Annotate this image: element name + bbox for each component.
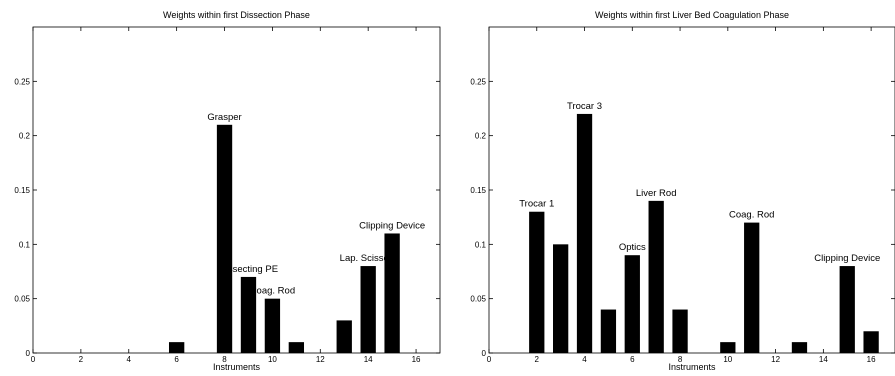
y-tick-label: 0.05 (14, 295, 30, 304)
x-tick-label: 2 (535, 355, 540, 364)
x-tick-label: 4 (127, 355, 132, 364)
bar-annotation: Optics (619, 242, 646, 253)
x-tick-label: 2 (79, 355, 84, 364)
x-tick-label: 14 (819, 355, 828, 364)
bar-instrument-13 (336, 320, 352, 353)
plot-frame (32, 26, 441, 354)
bar-annotation: Clipping Device (814, 253, 880, 264)
x-tick-label: 0 (487, 355, 492, 364)
y-tick-label: 0.2 (19, 132, 31, 141)
bar-instrument-3 (553, 244, 569, 353)
bar-annotation: Trocar 1 (519, 199, 554, 210)
y-tick-label: 0.1 (19, 240, 31, 249)
chart-panel-2: Weights within first Liver Bed Coagulati… (470, 10, 895, 372)
y-tick-label: 0 (26, 349, 31, 358)
y-tick-label: 0.15 (14, 186, 30, 195)
y-tick-label: 0.05 (470, 295, 486, 304)
y-tick-label: 0.2 (475, 132, 487, 141)
x-tick-label: 6 (630, 355, 635, 364)
x-tick-label: 16 (867, 355, 876, 364)
x-tick-label: 12 (771, 355, 780, 364)
x-tick-label: 4 (582, 355, 587, 364)
y-tick-label: 0.15 (470, 186, 486, 195)
bar-instrument-15 (839, 266, 855, 353)
chart-panel-1: Weights within first Dissection Phase 0 0.… (14, 10, 441, 372)
x-tick-label: 10 (723, 355, 732, 364)
x-tick-label: 10 (268, 355, 277, 364)
y-tick-label: 0.1 (475, 240, 487, 249)
bar-instrument-9 (240, 276, 257, 353)
y-tick-label: 0 (482, 349, 487, 358)
bar-instrument-11 (744, 222, 760, 353)
x-tick-label: 12 (316, 355, 325, 364)
plot-frame (488, 26, 895, 354)
bar-annotation: Coag. Rod (250, 286, 295, 297)
bar-annotation: Trocar 3 (567, 101, 602, 112)
bar-instrument-7 (648, 200, 664, 353)
x-tick-label: 6 (174, 355, 179, 364)
bar-instrument-5 (600, 309, 617, 353)
x-tick-label: 8 (222, 355, 227, 364)
x-axis-label: Instruments (213, 362, 261, 372)
bar-instrument-6 (168, 342, 185, 353)
x-tick-label: 0 (31, 355, 36, 364)
bar-instrument-4 (576, 113, 593, 353)
y-tick-label: 0.25 (470, 77, 486, 86)
bar-instrument-11 (288, 342, 305, 353)
bar-instrument-2 (529, 211, 545, 353)
bar-instrument-10 (720, 342, 736, 353)
bar-annotation: Coag. Rod (729, 210, 774, 221)
bar-instrument-13 (791, 342, 808, 353)
bar-instrument-6 (624, 255, 640, 353)
y-tick-label: 0.25 (14, 77, 30, 86)
x-tick-label: 16 (412, 355, 421, 364)
chart-title: Weights within first Liver Bed Coagulati… (595, 10, 789, 20)
bar-instrument-8 (672, 309, 688, 353)
chart-title: Weights within first Dissection Phase (163, 10, 310, 20)
x-tick-label: 8 (678, 355, 683, 364)
bar-annotation: Liver Rod (636, 188, 677, 199)
bar-annotation: Grasper (207, 112, 241, 123)
x-axis-label: Instruments (668, 362, 716, 372)
bar-instrument-10 (264, 298, 281, 353)
bar-instrument-8 (216, 124, 233, 353)
bar-instrument-16 (863, 331, 879, 353)
bar-instrument-15 (384, 233, 400, 353)
bar-annotation: Clipping Device (359, 220, 425, 231)
bar-annotation: Dissecting PE (219, 264, 278, 275)
x-tick-label: 14 (364, 355, 373, 364)
bar-instrument-14 (360, 266, 376, 353)
bar-annotation: Lap. Scissors (340, 253, 397, 264)
